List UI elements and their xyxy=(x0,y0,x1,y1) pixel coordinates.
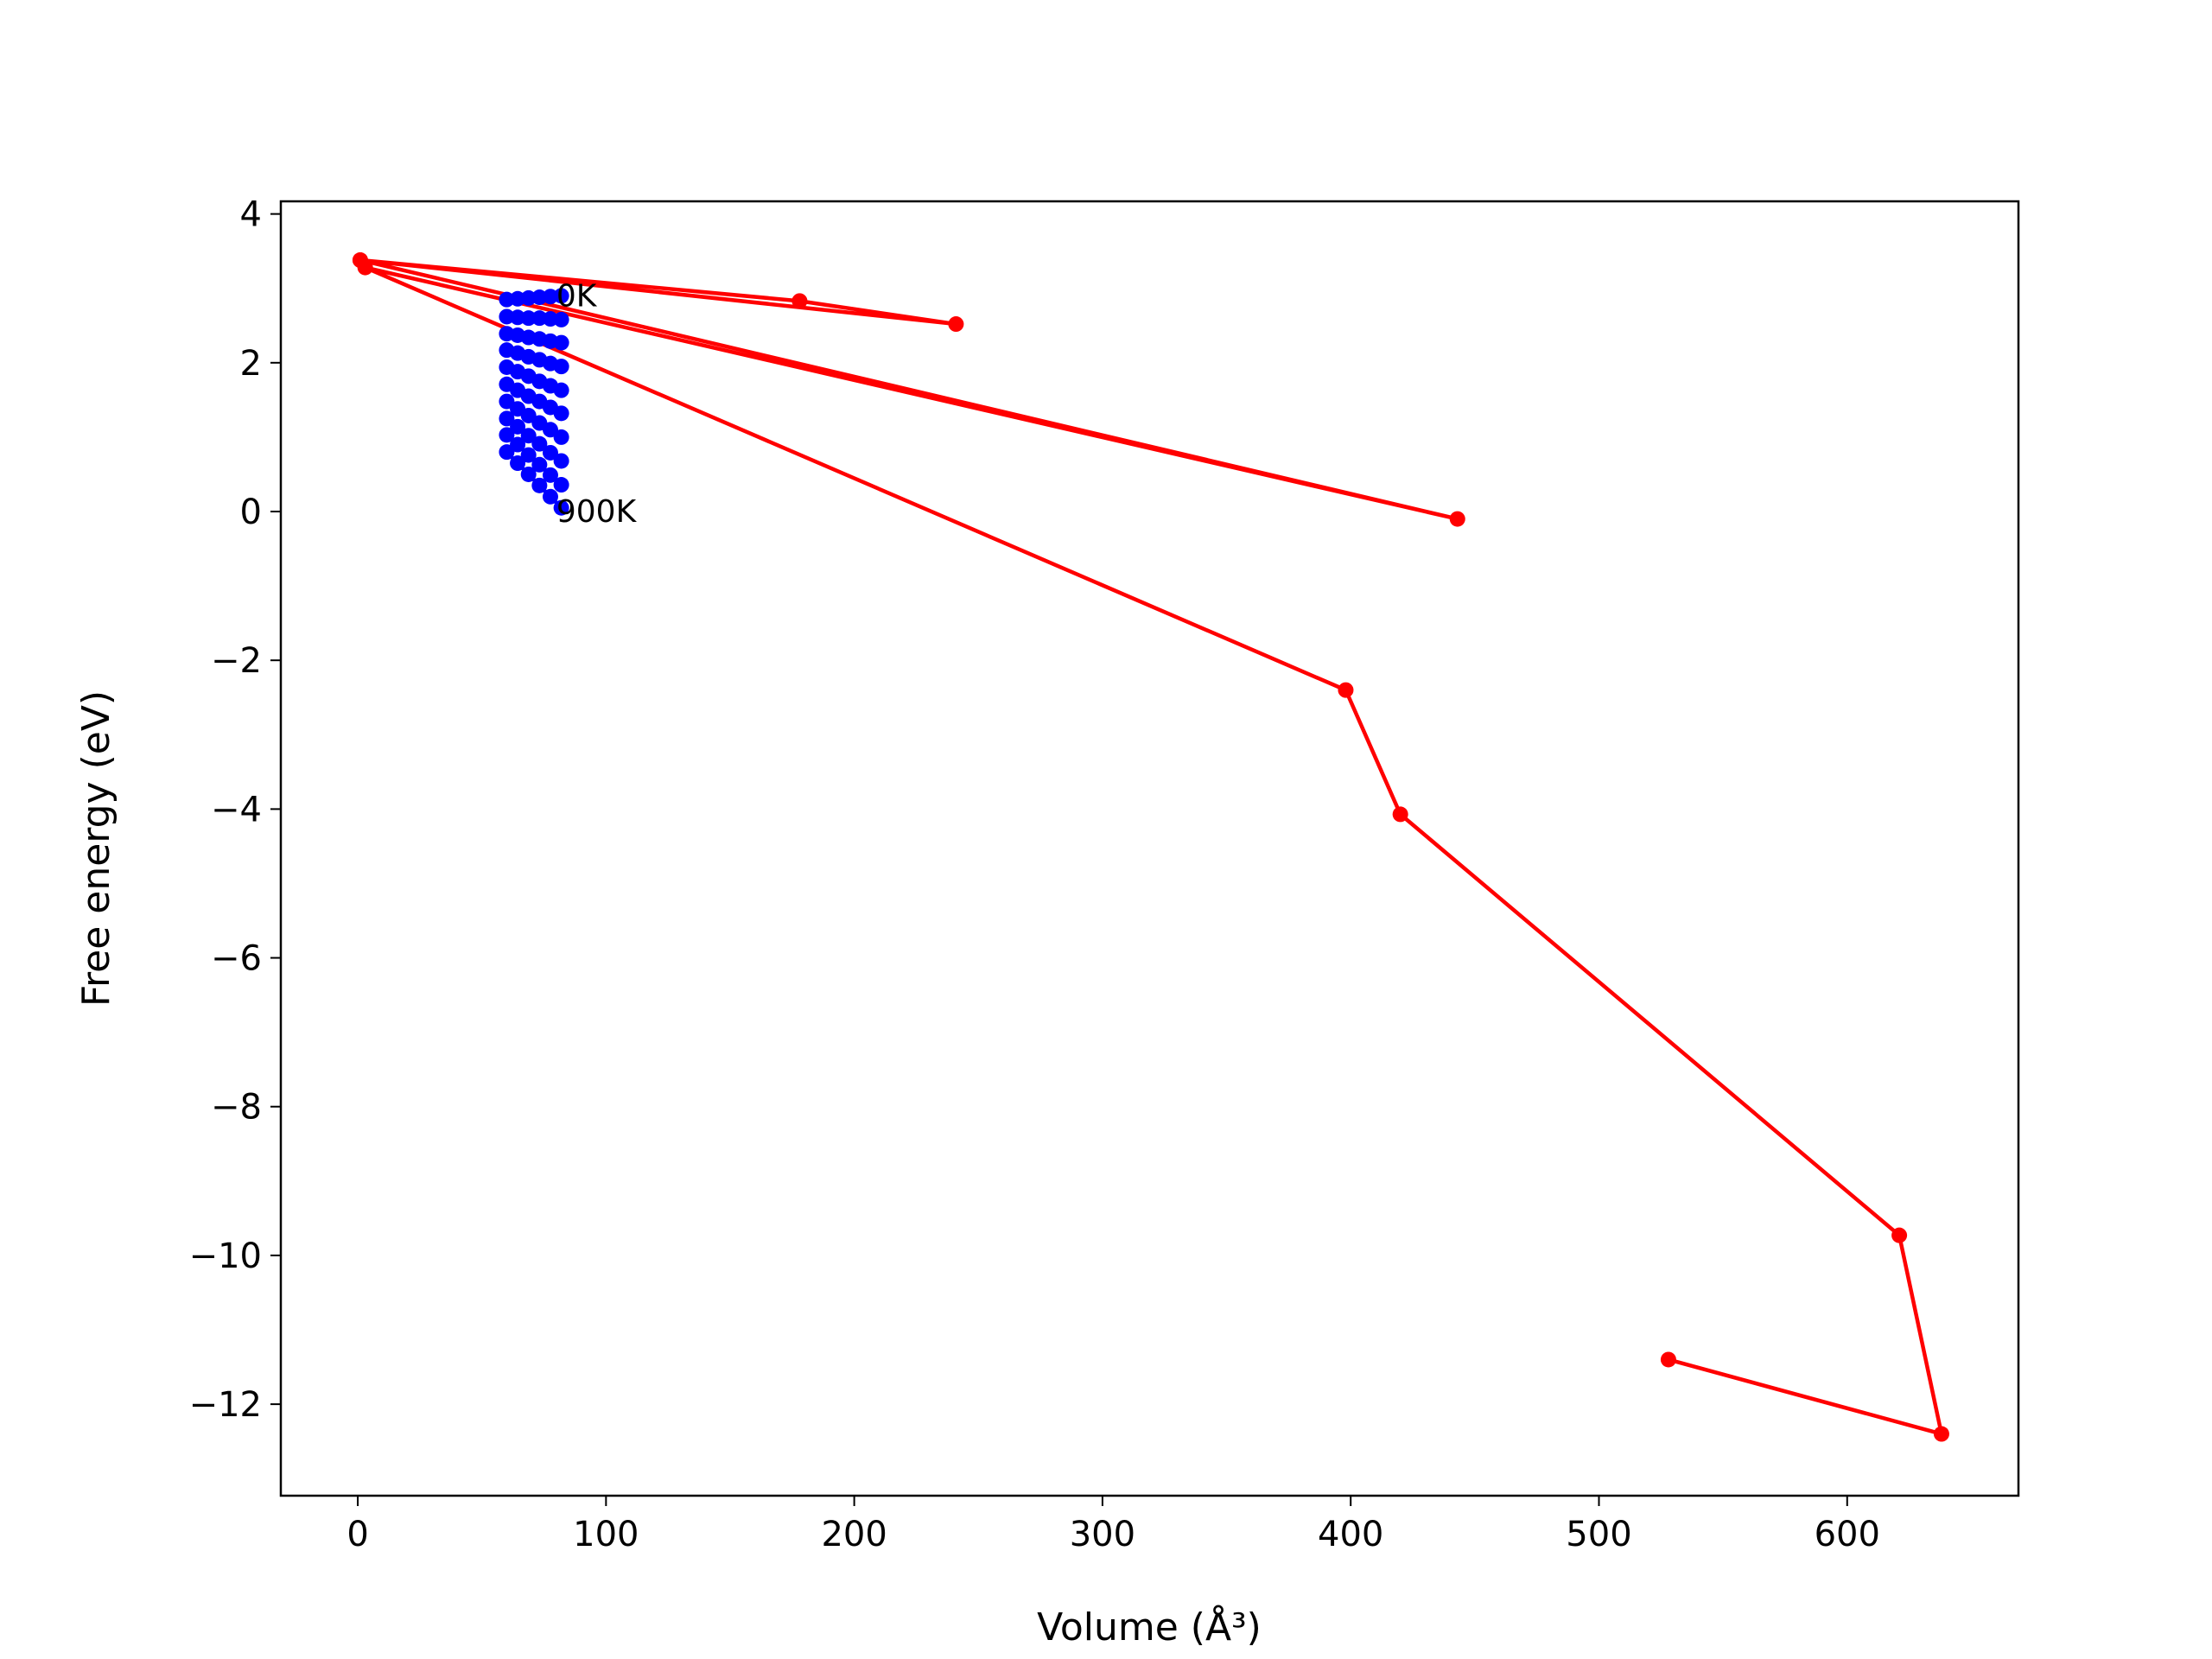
y-axis-label: Free energy (eV) xyxy=(74,690,118,1007)
series xyxy=(499,359,569,398)
point xyxy=(520,466,537,482)
point xyxy=(948,316,964,333)
point xyxy=(520,447,537,463)
x-tick-label: 300 xyxy=(1070,1515,1135,1554)
point xyxy=(542,422,558,438)
x-axis-label: Volume (Å³) xyxy=(1037,1604,1262,1649)
point xyxy=(499,410,515,427)
point xyxy=(1392,806,1408,823)
point xyxy=(553,453,569,469)
point xyxy=(553,288,569,304)
point xyxy=(357,259,373,276)
y-tick-label: 4 xyxy=(240,195,262,235)
point xyxy=(499,393,515,410)
point xyxy=(542,444,558,461)
series xyxy=(499,342,569,375)
point xyxy=(520,407,537,423)
point xyxy=(1891,1227,1908,1243)
point xyxy=(553,405,569,422)
point xyxy=(1449,511,1465,527)
y-tick-label: −8 xyxy=(211,1088,262,1128)
series xyxy=(499,427,569,493)
series xyxy=(499,410,569,469)
y-tick-label: 2 xyxy=(240,344,262,384)
y-tick-label: −12 xyxy=(189,1385,262,1425)
point xyxy=(510,436,526,453)
plot-frame xyxy=(279,200,2020,1497)
point xyxy=(520,310,537,327)
y-tick-label: −6 xyxy=(211,939,262,979)
series xyxy=(499,308,569,327)
series-line xyxy=(358,257,1944,1436)
point xyxy=(542,488,558,505)
annotation: 900K xyxy=(556,494,638,530)
point xyxy=(1933,1426,1949,1442)
point xyxy=(520,428,537,444)
x-tick-label: 200 xyxy=(821,1515,887,1554)
annotation: 0K xyxy=(556,278,598,314)
point xyxy=(553,429,569,445)
point xyxy=(553,359,569,375)
series xyxy=(499,288,569,308)
point xyxy=(553,382,569,398)
point xyxy=(1338,682,1354,698)
y-tick-label: −2 xyxy=(211,641,262,681)
x-tick-label: 0 xyxy=(346,1515,368,1554)
y-tick-label: 0 xyxy=(240,493,262,532)
point xyxy=(510,418,526,435)
y-tick-label: −10 xyxy=(189,1236,262,1276)
x-tick-label: 100 xyxy=(573,1515,639,1554)
point xyxy=(499,444,515,461)
point xyxy=(531,477,548,493)
point xyxy=(553,477,569,493)
point xyxy=(1660,1351,1676,1368)
point xyxy=(542,467,558,483)
x-tick-label: 500 xyxy=(1566,1515,1631,1554)
point xyxy=(499,427,515,443)
point xyxy=(531,435,548,452)
series xyxy=(499,444,569,516)
point xyxy=(510,455,526,472)
x-tick-label: 600 xyxy=(1815,1515,1880,1554)
series xyxy=(352,252,1949,1442)
series xyxy=(499,393,569,445)
x-tick-label: 400 xyxy=(1318,1515,1383,1554)
point xyxy=(791,293,808,309)
point xyxy=(553,311,569,327)
series xyxy=(499,376,569,422)
point xyxy=(553,499,569,516)
point xyxy=(531,456,548,473)
y-tick-label: −4 xyxy=(211,790,262,830)
series xyxy=(499,326,569,351)
point xyxy=(553,334,569,351)
